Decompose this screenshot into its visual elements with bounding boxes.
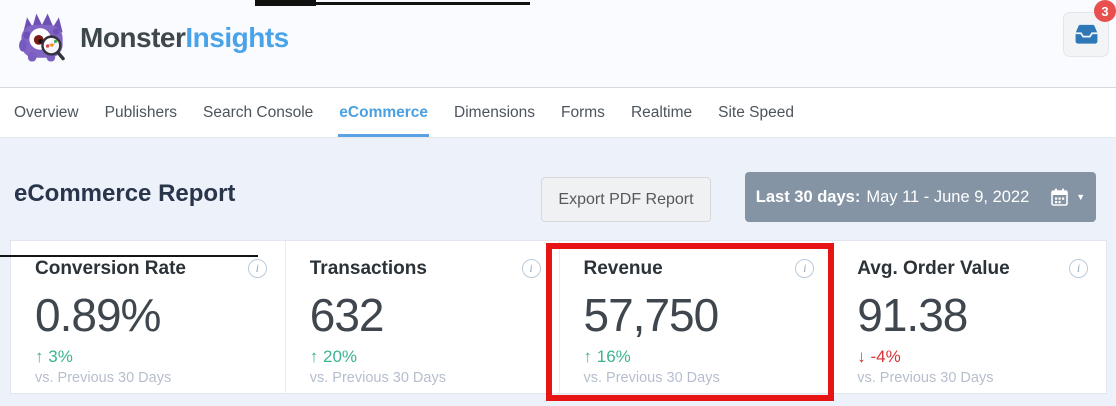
arrow-up-icon: ↑ (309, 347, 319, 366)
report-tabs: Overview Publishers Search Console eComm… (0, 87, 1116, 138)
tab-realtime[interactable]: Realtime (630, 103, 693, 121)
metric-change: ↑ 3% (35, 347, 267, 367)
metric-card-avg-order-value: Avg. Order Value i 91.38 ↓ -4% vs. Previ… (832, 241, 1106, 393)
metric-value: 0.89% (35, 289, 161, 341)
metric-value: 91.38 (857, 289, 968, 341)
tab-forms[interactable]: Forms (561, 103, 605, 121)
change-percent: -4% (870, 347, 901, 366)
calendar-icon (1051, 188, 1069, 206)
date-range-picker[interactable]: Last 30 days: May 11 - June 9, 2022 ▼ (745, 172, 1096, 222)
tab-dimensions[interactable]: Dimensions (454, 103, 536, 121)
metric-card-transactions: Transactions i 632 ↑ 20% vs. Previous 30… (284, 241, 559, 393)
info-icon[interactable]: i (795, 259, 815, 278)
tab-search-console[interactable]: Search Console (202, 103, 314, 121)
metric-value: 632 (309, 289, 385, 341)
metric-card-revenue: Revenue i 57,750 ↑ 16% vs. Previous 30 D… (558, 241, 833, 393)
notifications-button[interactable]: 3 (1063, 0, 1116, 57)
metric-card-conversion-rate: Conversion Rate i 0.89% ↑ 3% vs. Previou… (11, 241, 285, 393)
metric-value: 57,750 (583, 289, 720, 341)
tab-publishers[interactable]: Publishers (104, 103, 177, 121)
change-percent: 16% (596, 347, 631, 366)
info-icon[interactable]: i (247, 259, 267, 278)
arrow-up-icon: ↑ (583, 347, 593, 366)
brand-logo[interactable]: MonsterInsights (12, 8, 289, 68)
metrics-row: Conversion Rate i 0.89% ↑ 3% vs. Previou… (10, 240, 1107, 394)
card-title: Avg. Order Value (857, 258, 1010, 279)
info-icon[interactable]: i (521, 259, 541, 278)
monster-logo-icon (19, 13, 65, 62)
arrow-down-icon: ↓ (857, 347, 866, 366)
brand-insights: Insights (185, 22, 289, 53)
inbox-icon (1075, 24, 1097, 44)
card-title: Transactions (309, 258, 427, 279)
info-icon[interactable]: i (1069, 259, 1088, 278)
card-title: Revenue (583, 258, 663, 279)
change-percent: 20% (322, 347, 358, 366)
brand-wordmark: MonsterInsights (80, 22, 289, 54)
metrics-section: Conversion Rate i 0.89% ↑ 3% vs. Previou… (0, 240, 1116, 406)
caret-down-icon: ▼ (1076, 191, 1086, 202)
report-header: eCommerce Report Export PDF Report Last … (0, 138, 1116, 240)
screenshot-artifact-bar-thin (316, 2, 530, 5)
compare-label: vs. Previous 30 Days (583, 370, 720, 386)
export-pdf-button[interactable]: Export PDF Report (541, 177, 711, 222)
compare-label: vs. Previous 30 Days (309, 370, 446, 386)
app-header: MonsterInsights 3 (0, 0, 1116, 87)
metric-change: ↓ -4% (857, 347, 1088, 367)
metric-change: ↑ 16% (584, 347, 815, 367)
date-range-label: Last 30 days: (755, 187, 861, 206)
card-title: Conversion Rate (35, 258, 186, 279)
compare-label: vs. Previous 30 Days (35, 370, 172, 386)
notification-badge: 3 (1094, 0, 1116, 22)
brand-monster: Monster (80, 22, 186, 53)
page-title: eCommerce Report (14, 180, 236, 207)
arrow-up-icon: ↑ (35, 347, 44, 366)
annotation-underline (0, 255, 258, 257)
compare-label: vs. Previous 30 Days (857, 370, 994, 386)
tab-site-speed[interactable]: Site Speed (718, 103, 794, 121)
tab-ecommerce[interactable]: eCommerce (326, 88, 441, 137)
metric-change: ↑ 20% (310, 347, 541, 367)
screenshot-artifact-bar-thick (255, 0, 316, 6)
tab-overview[interactable]: Overview (14, 103, 79, 121)
change-percent: 3% (48, 347, 73, 366)
date-range-value: May 11 - June 9, 2022 (866, 187, 1030, 206)
